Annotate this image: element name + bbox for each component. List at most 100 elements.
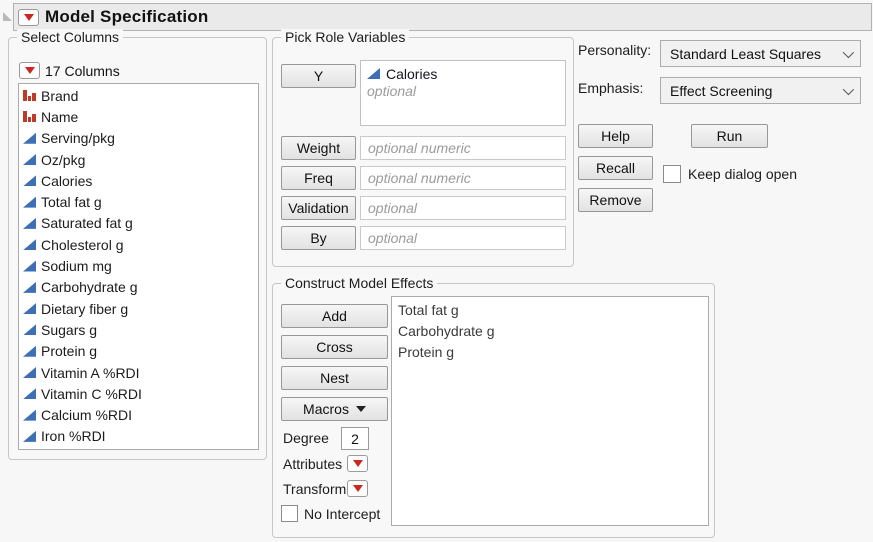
- continuous-icon: [23, 430, 36, 442]
- column-list-item[interactable]: Serving/pkg: [19, 128, 258, 149]
- column-list-item[interactable]: Total fat g: [19, 191, 258, 212]
- y-drop-zone[interactable]: Calories optional: [360, 60, 566, 126]
- role-drop-zone[interactable]: optional numeric: [360, 166, 566, 190]
- recall-button[interactable]: Recall: [578, 156, 653, 180]
- column-name: Serving/pkg: [41, 130, 115, 147]
- column-list-item[interactable]: Calcium %RDI: [19, 404, 258, 425]
- cross-button[interactable]: Cross: [281, 335, 388, 359]
- role-drop-zone[interactable]: optional numeric: [360, 136, 566, 160]
- select-columns-title: Select Columns: [17, 29, 124, 45]
- column-list-item[interactable]: Carbohydrate g: [19, 277, 258, 298]
- no-intercept-checkbox[interactable]: [281, 505, 298, 522]
- column-list-item[interactable]: Sugars g: [19, 319, 258, 340]
- column-list-item[interactable]: Protein g: [19, 341, 258, 362]
- column-name: Oz/pkg: [41, 151, 86, 168]
- column-name: Brand: [41, 87, 79, 104]
- macros-button[interactable]: Macros: [281, 397, 388, 421]
- transform-red-triangle-button[interactable]: [347, 480, 368, 497]
- run-button[interactable]: Run: [691, 124, 768, 148]
- add-button[interactable]: Add: [281, 304, 388, 328]
- y-placeholder: optional: [367, 83, 417, 99]
- column-name: Calories: [41, 172, 93, 189]
- continuous-icon: [23, 388, 36, 400]
- keep-dialog-open-checkbox[interactable]: [663, 165, 681, 183]
- column-list-item[interactable]: Name: [19, 106, 258, 127]
- continuous-icon: [23, 324, 36, 336]
- effect-name: Carbohydrate g: [398, 322, 495, 339]
- effect-list-item[interactable]: Total fat g: [392, 299, 708, 320]
- model-effects-title: Construct Model Effects: [281, 275, 438, 291]
- continuous-icon: [23, 154, 36, 166]
- help-button[interactable]: Help: [578, 124, 653, 148]
- role-button[interactable]: Freq: [281, 166, 356, 190]
- column-name: Vitamin C %RDI: [41, 385, 142, 402]
- attributes-label: Attributes: [283, 456, 343, 472]
- role-button[interactable]: Weight: [281, 136, 356, 160]
- continuous-icon: [23, 217, 36, 229]
- effect-list-item[interactable]: Protein g: [392, 342, 708, 363]
- nest-button[interactable]: Nest: [281, 366, 388, 390]
- columns-count-label: 17 Columns: [45, 62, 120, 79]
- continuous-icon: [23, 132, 36, 144]
- column-name: Calcium %RDI: [41, 407, 133, 424]
- y-button[interactable]: Y: [281, 64, 356, 88]
- columns-red-triangle-button[interactable]: [19, 62, 40, 79]
- degree-label: Degree: [283, 430, 329, 446]
- columns-listbox[interactable]: Brand Name Serving/pkg Oz/pkg Calories T…: [18, 83, 259, 450]
- pick-roles-title: Pick Role Variables: [281, 29, 410, 45]
- construct-model-effects-group: Construct Model Effects Add Cross Nest M…: [272, 275, 715, 538]
- emphasis-label: Emphasis:: [578, 80, 644, 96]
- emphasis-select[interactable]: Effect Screening: [660, 77, 861, 104]
- emphasis-value: Effect Screening: [670, 82, 773, 99]
- column-list-item[interactable]: Brand: [19, 85, 258, 106]
- red-triangle-icon: [23, 13, 34, 21]
- column-list-item[interactable]: Saturated fat g: [19, 213, 258, 234]
- effect-name: Total fat g: [398, 301, 459, 318]
- continuous-icon: [367, 68, 380, 79]
- continuous-icon: [23, 303, 36, 315]
- red-triangle-icon: [352, 460, 363, 467]
- no-intercept-label: No Intercept: [304, 506, 381, 522]
- red-triangle-menu-button[interactable]: [18, 8, 39, 26]
- nominal-icon: [23, 111, 36, 123]
- continuous-icon: [23, 409, 36, 421]
- y-assigned-item[interactable]: Calories: [367, 64, 559, 83]
- personality-value: Standard Least Squares: [670, 45, 821, 62]
- outline-disclosure-icon[interactable]: [3, 12, 12, 21]
- continuous-icon: [23, 175, 36, 187]
- column-list-item[interactable]: Sodium mg: [19, 255, 258, 276]
- nominal-icon: [23, 90, 36, 102]
- role-button[interactable]: By: [281, 226, 356, 250]
- column-list-item[interactable]: Cholesterol g: [19, 234, 258, 255]
- role-drop-zone[interactable]: optional: [360, 196, 566, 220]
- degree-input[interactable]: [341, 427, 369, 450]
- column-name: Total fat g: [41, 194, 102, 211]
- column-name: Protein g: [41, 343, 98, 360]
- role-placeholder: optional numeric: [368, 140, 471, 156]
- role-placeholder: optional: [368, 230, 418, 246]
- personality-select[interactable]: Standard Least Squares: [660, 40, 861, 67]
- column-list-item[interactable]: Iron %RDI: [19, 426, 258, 447]
- role-placeholder: optional: [368, 200, 418, 216]
- continuous-icon: [23, 345, 36, 357]
- continuous-icon: [23, 367, 36, 378]
- column-list-item[interactable]: Dietary fiber g: [19, 298, 258, 319]
- page-title: Model Specification: [45, 7, 209, 26]
- role-button[interactable]: Validation: [281, 196, 356, 220]
- column-list-item[interactable]: Vitamin C %RDI: [19, 383, 258, 404]
- role-drop-zone[interactable]: optional: [360, 226, 566, 250]
- column-name: Sugars g: [41, 321, 98, 338]
- column-name: Carbohydrate g: [41, 279, 138, 296]
- continuous-icon: [23, 239, 36, 251]
- column-list-item[interactable]: Calories: [19, 170, 258, 191]
- attributes-red-triangle-button[interactable]: [347, 455, 368, 472]
- remove-button[interactable]: Remove: [578, 188, 653, 212]
- chevron-down-icon: [842, 83, 855, 95]
- title-bar: Model Specification: [13, 3, 872, 31]
- column-name: Sodium mg: [41, 258, 112, 275]
- column-list-item[interactable]: Vitamin A %RDI: [19, 362, 258, 383]
- macros-label: Macros: [303, 401, 349, 417]
- effect-list-item[interactable]: Carbohydrate g: [392, 320, 708, 341]
- effects-listbox[interactable]: Total fat g Carbohydrate g Protein g: [391, 296, 709, 526]
- column-list-item[interactable]: Oz/pkg: [19, 149, 258, 170]
